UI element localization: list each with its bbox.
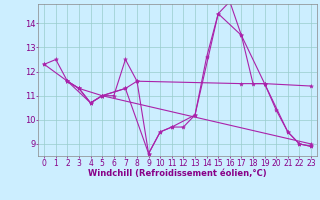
X-axis label: Windchill (Refroidissement éolien,°C): Windchill (Refroidissement éolien,°C) <box>88 169 267 178</box>
